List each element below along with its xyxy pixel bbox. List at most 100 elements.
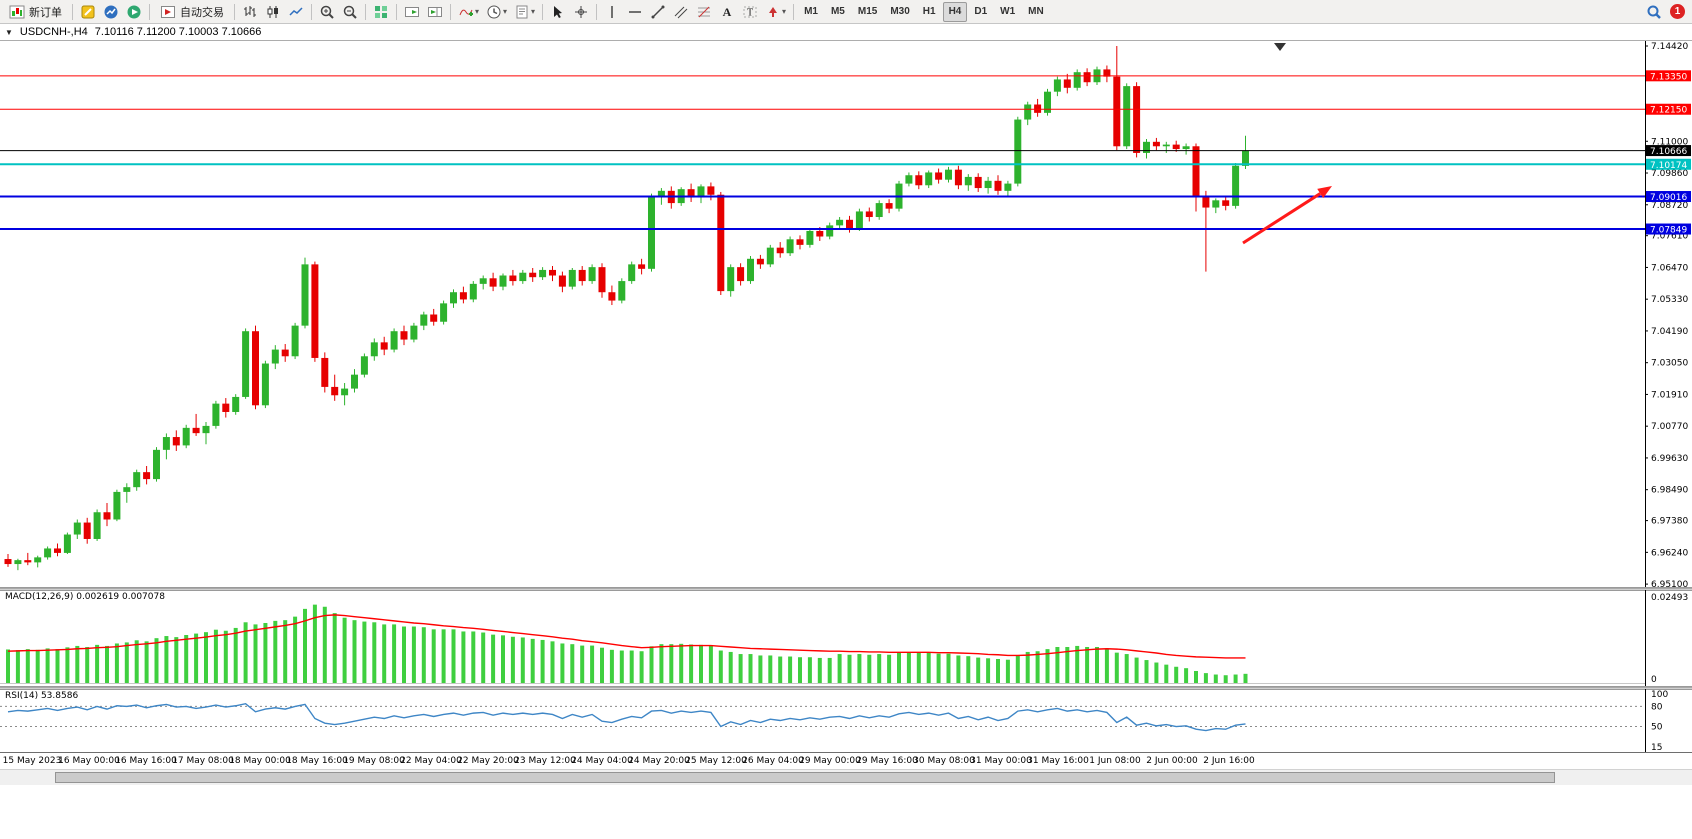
text-label-button[interactable]: T <box>739 2 761 22</box>
price-level-badge <box>1646 191 1691 203</box>
price-chart-pane: 7.14420 7.11000 7.09860 7.08720 7.07610 7.064… <box>0 41 1692 588</box>
candle-down <box>24 560 32 563</box>
panel-splitter[interactable] <box>0 687 1692 689</box>
macd-histogram-bar <box>976 657 981 683</box>
timeframe-w1[interactable]: W1 <box>994 2 1021 22</box>
price-tick-label: 6.95100 <box>1651 580 1688 588</box>
macd-histogram-bar <box>1065 646 1070 683</box>
rsi-chart[interactable]: 100 80 50 15 <box>0 689 1692 752</box>
timeframe-h4[interactable]: H4 <box>942 1 968 22</box>
panel-splitter[interactable] <box>0 588 1692 590</box>
strategy-tester-icon <box>127 5 141 18</box>
scrollbar-thumb[interactable] <box>55 772 1555 783</box>
zoom-in-button[interactable] <box>316 2 338 22</box>
candle-up <box>826 225 834 237</box>
candle-up <box>1162 144 1170 147</box>
rsi-line <box>7 702 1246 732</box>
candle-up <box>133 472 141 488</box>
candle-down <box>1133 86 1141 153</box>
search-icon <box>1647 5 1661 19</box>
arrows-button[interactable]: ▾ <box>762 2 789 22</box>
timeframe-d1[interactable]: D1 <box>968 2 993 22</box>
macd-histogram-bar <box>609 649 614 683</box>
timeframe-m30[interactable]: M30 <box>884 2 915 22</box>
one-click-trading-toggle[interactable]: ▼ <box>5 27 13 37</box>
timeframe-m1[interactable]: M1 <box>798 2 824 22</box>
strategy-tester-button[interactable] <box>123 2 145 22</box>
vertical-line-button[interactable] <box>601 2 623 22</box>
autotrading-button[interactable]: 自动交易 <box>154 2 230 22</box>
candle-up <box>113 491 121 520</box>
bar-chart-button[interactable] <box>239 2 261 22</box>
auto-scroll-button[interactable] <box>401 2 423 22</box>
price-tick-label: 7.04190 <box>1651 327 1688 337</box>
horizontal-scrollbar[interactable] <box>0 769 1692 785</box>
time-label: 26 May 04:00 <box>742 756 804 766</box>
candle-down <box>1063 79 1071 88</box>
macd-histogram-bar <box>936 653 941 683</box>
macd-histogram-bar <box>35 649 40 683</box>
timeframe-h1[interactable]: H1 <box>917 2 942 22</box>
macd-histogram-bar <box>174 637 179 683</box>
price-tick-label: 6.98490 <box>1651 486 1688 496</box>
candle-up <box>657 190 665 197</box>
new-order-label: 新订单 <box>29 6 62 19</box>
indicators-button[interactable]: ▾ <box>455 2 482 22</box>
trend-arrow[interactable] <box>1242 192 1322 245</box>
chart-shift-marker[interactable] <box>1274 43 1286 51</box>
horizontal-line-button[interactable] <box>624 2 646 22</box>
trendline-button[interactable] <box>647 2 669 22</box>
vertical-line-icon <box>611 5 613 18</box>
macd-histogram-bar <box>580 645 585 683</box>
macd-axis-label: 0 <box>1651 675 1657 685</box>
price-chart[interactable]: 7.14420 7.11000 7.09860 7.08720 7.07610 7.064… <box>0 41 1692 588</box>
macd-histogram-bar <box>481 632 486 683</box>
equidistant-channel-button[interactable] <box>670 2 692 22</box>
candle-down <box>143 472 151 480</box>
macd-histogram-bar <box>788 656 793 683</box>
price-level-badge-label: 7.13350 <box>1650 72 1687 82</box>
trend-arrow-head <box>1317 186 1332 199</box>
periods-button[interactable]: ▾ <box>483 2 510 22</box>
tile-windows-button[interactable] <box>370 2 392 22</box>
macd-chart[interactable]: 0.02493 0 <box>0 590 1692 687</box>
timeframe-m15[interactable]: M15 <box>852 2 883 22</box>
notification-badge[interactable]: 1 <box>1670 4 1685 19</box>
candle-up <box>469 283 477 300</box>
time-label: 25 May 12:00 <box>685 756 747 766</box>
chart-shift-button[interactable] <box>424 2 446 22</box>
macd-histogram-bar <box>105 645 109 683</box>
timeframe-mn[interactable]: MN <box>1022 2 1050 22</box>
price-tick-label: 6.97380 <box>1651 517 1688 527</box>
time-label: 22 May 04:00 <box>400 756 462 766</box>
candle-down <box>935 172 943 180</box>
time-label: 18 May 00:00 <box>229 756 291 766</box>
search-button[interactable] <box>1643 2 1665 22</box>
candle-down <box>737 267 745 282</box>
macd-histogram-bar <box>263 622 268 683</box>
metaeditor-button[interactable] <box>77 2 99 22</box>
candlestick-chart-button[interactable] <box>262 2 284 22</box>
text-button[interactable]: A <box>716 2 738 22</box>
macd-histogram-bar <box>619 650 624 683</box>
price-tick-label: 7.00770 <box>1651 422 1688 432</box>
cursor-button[interactable] <box>547 2 569 22</box>
templates-button[interactable]: ▾ <box>511 2 538 22</box>
candle-up <box>875 203 883 218</box>
candle-up <box>1182 146 1190 150</box>
timeframe-m5[interactable]: M5 <box>825 2 851 22</box>
rsi-axis-label: 15 <box>1651 743 1662 752</box>
candle-up <box>519 272 527 282</box>
candle-up <box>44 548 52 558</box>
zoom-out-button[interactable] <box>339 2 361 22</box>
fibonacci-button[interactable] <box>693 2 715 22</box>
crosshair-button[interactable] <box>570 2 592 22</box>
new-order-button[interactable]: 新订单 <box>3 2 68 22</box>
macd-histogram-bar <box>461 631 466 683</box>
market-watch-button[interactable] <box>100 2 122 22</box>
macd-histogram-bar <box>1085 646 1090 683</box>
candle-down <box>687 189 695 198</box>
line-chart-icon <box>289 6 303 16</box>
macd-histogram-bar <box>431 629 436 683</box>
line-chart-button[interactable] <box>285 2 307 22</box>
